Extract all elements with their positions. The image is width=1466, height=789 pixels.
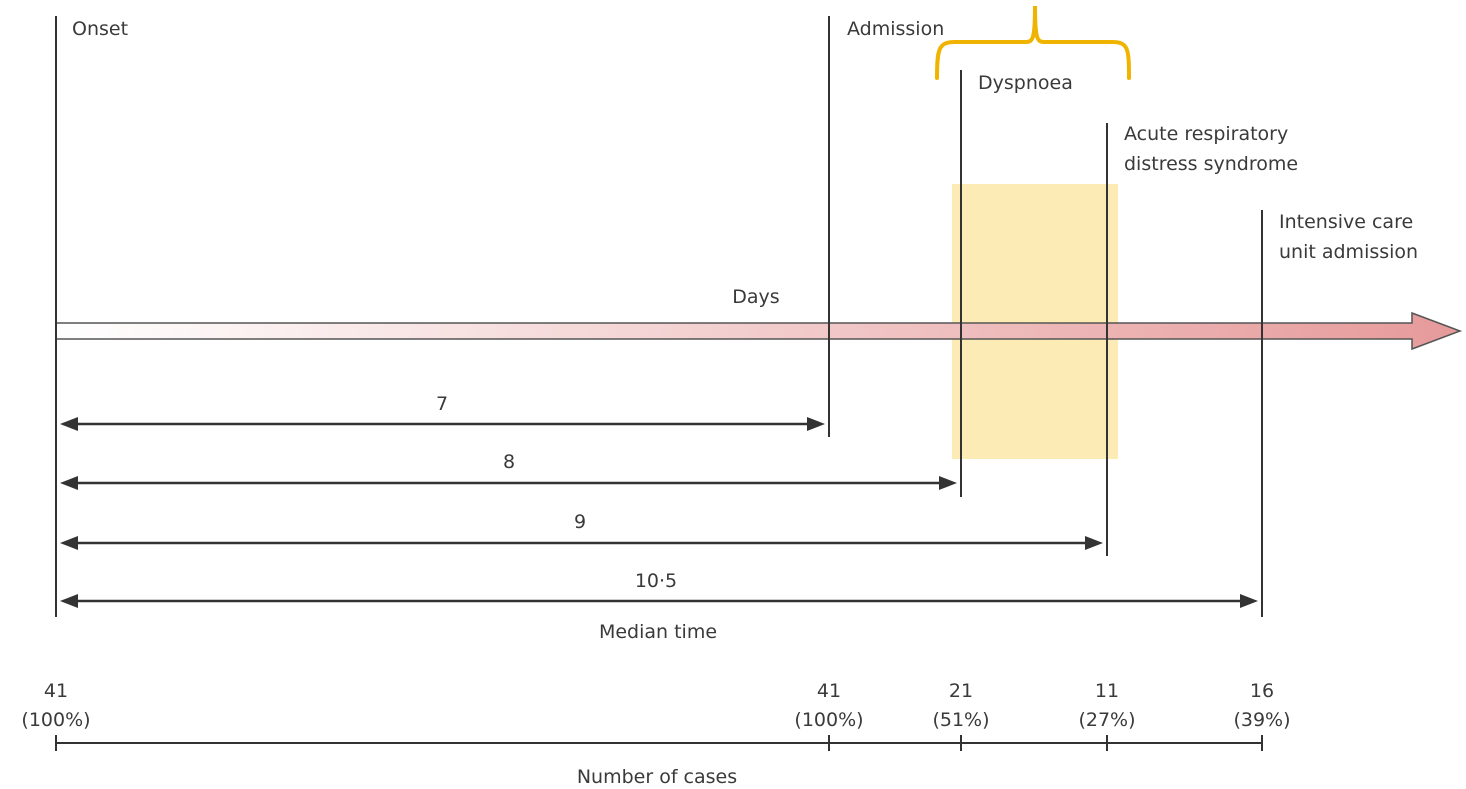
cases-pct-ards: (27%) xyxy=(1078,709,1135,731)
ards-label-line1: Acute respiratory xyxy=(1124,123,1288,145)
cases-axis xyxy=(55,735,1263,751)
interval-label-4: 10·5 xyxy=(635,570,677,592)
cases-count-admission: 41 xyxy=(817,680,841,702)
onset-label: Onset xyxy=(72,18,128,40)
icu-label-line2: unit admission xyxy=(1279,241,1418,263)
cases-count-icu: 16 xyxy=(1250,680,1274,702)
ards-window-highlight xyxy=(952,184,1118,459)
interval-arrow-3 xyxy=(60,536,1103,550)
cases-pct-admission: (100%) xyxy=(794,709,863,731)
cases-axis-label: Number of cases xyxy=(577,766,737,788)
interval-arrow-2 xyxy=(60,476,957,490)
cases-pct-icu: (39%) xyxy=(1233,709,1290,731)
cases-pct-dyspnoea: (51%) xyxy=(932,709,989,731)
ards-label-line2: distress syndrome xyxy=(1124,153,1298,175)
cases-count-ards: 11 xyxy=(1095,680,1119,702)
cases-pct-onset: (100%) xyxy=(21,709,90,731)
interval-label-1: 7 xyxy=(436,393,448,415)
interval-label-3: 9 xyxy=(574,511,586,533)
interval-arrow-1 xyxy=(60,417,825,431)
interval-arrow-4 xyxy=(60,594,1258,608)
admission-label: Admission xyxy=(847,18,944,40)
curly-bracket xyxy=(935,5,1131,80)
cases-count-onset: 41 xyxy=(44,680,68,702)
icu-label-line1: Intensive care xyxy=(1279,211,1413,233)
days-timeline-arrow xyxy=(55,311,1463,351)
days-label: Days xyxy=(732,286,779,308)
median-time-label: Median time xyxy=(599,621,717,643)
dyspnoea-label: Dyspnoea xyxy=(978,72,1073,94)
interval-label-2: 8 xyxy=(503,451,515,473)
cases-count-dyspnoea: 21 xyxy=(949,680,973,702)
